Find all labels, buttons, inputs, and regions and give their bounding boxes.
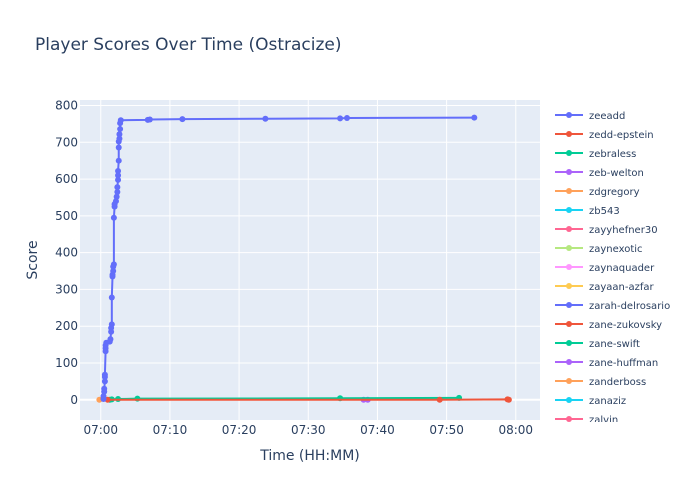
legend-label: zarah-delrosario	[589, 301, 670, 312]
legend-label: zaynexotic	[589, 244, 643, 255]
legend-item[interactable]: zarah-delrosario	[555, 301, 670, 312]
legend-label: zb543	[589, 206, 620, 217]
legend-swatch-marker	[566, 397, 572, 403]
data-point	[134, 396, 140, 402]
legend-item[interactable]: zayaan-azfar	[555, 282, 655, 293]
legend-item[interactable]: zaynexotic	[555, 244, 643, 255]
y-tick-label: 300	[55, 282, 78, 296]
legend-item[interactable]: zane-swift	[555, 339, 640, 350]
data-point	[114, 184, 120, 190]
x-tick-label: 08:00	[498, 423, 533, 437]
data-point	[116, 144, 122, 150]
data-point	[118, 117, 124, 123]
legend-swatch-marker	[566, 321, 572, 327]
legend-swatch-marker	[566, 188, 572, 194]
legend-swatch-marker	[566, 340, 572, 346]
y-tick-label: 200	[55, 319, 78, 333]
legend-item[interactable]: zeb-welton	[555, 168, 644, 179]
legend-label: zane-swift	[589, 339, 640, 350]
legend-label: zane-huffman	[589, 358, 658, 369]
data-point	[147, 116, 153, 122]
data-point	[471, 115, 477, 121]
data-point	[344, 115, 350, 121]
legend-label: zedd-epstein	[589, 130, 654, 141]
x-tick-label: 07:50	[429, 423, 464, 437]
data-point	[109, 321, 115, 327]
legend-item[interactable]: zaynaquader	[555, 263, 655, 274]
data-point	[116, 131, 122, 137]
y-tick-label: 400	[55, 246, 78, 260]
y-tick-label: 700	[55, 135, 78, 149]
y-tick-label: 500	[55, 209, 78, 223]
legend-swatch-marker	[566, 131, 572, 137]
legend-label: zane-zukovsky	[589, 320, 662, 331]
x-axis-label: Time (HH:MM)	[259, 448, 360, 464]
y-axis-ticks: 0 100 200 300 400 500 600 700 800	[55, 99, 78, 407]
legend-swatch-marker	[566, 283, 572, 289]
legend-item[interactable]: zanaziz	[555, 396, 626, 407]
legend-item[interactable]: zebraless	[555, 149, 636, 160]
data-point	[115, 168, 121, 174]
data-point	[109, 295, 115, 301]
legend-label: zanaziz	[589, 396, 626, 407]
legend-swatch-marker	[566, 359, 572, 365]
legend[interactable]: zeeadd zedd-epstein zebraless zeb-welton zdg…	[555, 111, 670, 426]
legend-swatch-marker	[566, 245, 572, 251]
legend-item[interactable]: zedd-epstein	[555, 130, 654, 141]
legend-swatch-marker	[566, 302, 572, 308]
legend-label: zeeadd	[589, 111, 625, 122]
legend-item[interactable]: zalvin	[555, 415, 618, 426]
legend-item[interactable]: zeeadd	[555, 111, 625, 122]
legend-label: zebraless	[589, 149, 636, 160]
legend-label: zeb-welton	[589, 168, 644, 179]
data-point	[107, 336, 113, 342]
x-axis-ticks: 07:00 07:10 07:20 07:30 07:40 07:50 08:00	[83, 423, 533, 437]
data-point	[337, 115, 343, 121]
y-tick-label: 100	[55, 356, 78, 370]
data-point	[179, 116, 185, 122]
data-point	[506, 397, 512, 403]
legend-swatch-marker	[566, 226, 572, 232]
legend-swatch-marker	[566, 378, 572, 384]
legend-item[interactable]: zanderboss	[555, 377, 646, 388]
legend-item[interactable]: zayyhefner30	[555, 225, 658, 236]
data-point	[101, 386, 107, 392]
x-tick-label: 07:40	[360, 423, 395, 437]
plot-background	[80, 100, 540, 420]
legend-item[interactable]: zdgregory	[555, 187, 640, 198]
x-tick-label: 07:30	[291, 423, 326, 437]
data-point	[102, 372, 108, 378]
y-axis-label: Score	[25, 240, 41, 279]
legend-swatch-marker	[566, 169, 572, 175]
legend-item[interactable]: zb543	[555, 206, 620, 217]
legend-item[interactable]: zane-huffman	[555, 358, 658, 369]
data-point	[117, 126, 123, 132]
x-tick-label: 07:10	[153, 423, 188, 437]
legend-label: zalvin	[589, 415, 618, 426]
legend-label: zaynaquader	[589, 263, 655, 274]
data-point	[262, 116, 268, 122]
legend-swatch-marker	[566, 112, 572, 118]
legend-swatch-marker	[566, 416, 572, 422]
data-point	[111, 215, 117, 221]
x-tick-label: 07:00	[83, 423, 118, 437]
chart-title: Player Scores Over Time (Ostracize)	[35, 35, 342, 55]
data-point	[116, 158, 122, 164]
legend-label: zdgregory	[589, 187, 640, 198]
y-tick-label: 0	[70, 393, 78, 407]
data-point	[437, 397, 443, 403]
y-tick-label: 800	[55, 99, 78, 113]
legend-item[interactable]: zane-zukovsky	[555, 320, 662, 331]
legend-label: zayaan-azfar	[589, 282, 655, 293]
data-point	[111, 261, 117, 267]
legend-label: zayyhefner30	[589, 225, 658, 236]
legend-label: zanderboss	[589, 377, 646, 388]
legend-swatch-marker	[566, 207, 572, 213]
legend-swatch-marker	[566, 150, 572, 156]
x-tick-label: 07:20	[222, 423, 257, 437]
y-tick-label: 600	[55, 172, 78, 186]
legend-swatch-marker	[566, 264, 572, 270]
